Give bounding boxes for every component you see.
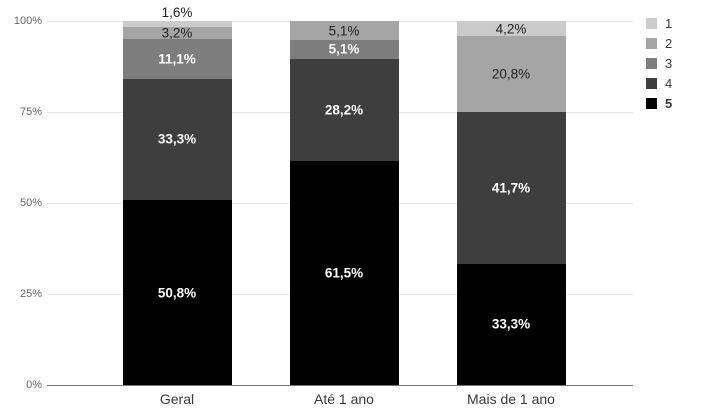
legend-item-5: 5 (646, 93, 672, 113)
y-axis-tick-label: 50% (19, 197, 42, 209)
legend-label: 4 (665, 75, 673, 91)
bar-segment-ate-1-ano-series-4[interactable]: 28,2% (289, 58, 399, 162)
data-label: 28,2% (324, 102, 364, 118)
bar-segment-geral-series-5[interactable]: 50,8% (122, 200, 232, 385)
legend-item-1: 1 (646, 13, 672, 33)
legend-item-4: 4 (646, 73, 672, 93)
legend-swatch-icon (646, 17, 657, 29)
bar-segment-mais-de-1-ano-series-4[interactable]: 41,7% (456, 112, 566, 264)
y-axis-tick-label: 75% (19, 106, 42, 118)
bar-segment-geral-series-3[interactable]: 11,1% (122, 38, 232, 79)
data-label: 4,2% (495, 20, 527, 36)
bar-segment-ate-1-ano-series-2[interactable]: 5,1% (289, 21, 399, 40)
data-label: 5,1% (328, 41, 360, 57)
legend-swatch-icon (646, 77, 657, 89)
data-label: 41,7% (491, 180, 531, 196)
bar-segment-ate-1-ano-series-3[interactable]: 5,1% (289, 39, 399, 59)
x-axis-category-label: Mais de 1 ano (467, 391, 555, 407)
bar-segment-geral-series-2[interactable]: 3,2% (122, 24, 232, 40)
bar-segment-mais-de-1-ano-series-1[interactable]: 4,2% (456, 20, 566, 37)
legend-label: 5 (665, 95, 673, 111)
data-label: 61,5% (324, 265, 364, 281)
bar-segment-mais-de-1-ano-series-5[interactable]: 33,3% (456, 263, 566, 385)
bar-mais-de-1-ano: 4,2% 20,8% 41,7% 33,3% (456, 20, 566, 385)
y-axis-tick-label: 0% (26, 379, 42, 391)
bar-segment-geral-series-1[interactable] (122, 21, 232, 27)
x-axis-category-label: Geral (159, 391, 195, 407)
data-label: 33,3% (491, 316, 531, 332)
bar-geral: 1,6% 3,2% 11,1% 33,3% 50,8% (122, 6, 232, 385)
legend-item-3: 3 (646, 53, 672, 73)
data-label: 1,6% (161, 4, 193, 20)
legend-swatch-icon (646, 97, 657, 109)
bar-segment-mais-de-1-ano-series-2[interactable]: 20,8% (456, 36, 566, 113)
bar-segment-ate-1-ano-series-5[interactable]: 61,5% (289, 161, 399, 385)
y-axis-tick-label: 25% (19, 288, 42, 300)
data-label: 3,2% (161, 24, 193, 40)
data-label: 20,8% (491, 66, 531, 82)
bar-ate-1-ano: 5,1% 5,1% 28,2% 61,5% (289, 21, 399, 385)
legend-label: 1 (665, 15, 673, 31)
legend-item-2: 2 (646, 33, 672, 53)
legend-label: 2 (665, 35, 673, 51)
legend-swatch-icon (646, 57, 657, 69)
data-label: 5,1% (328, 22, 360, 38)
legend-swatch-icon (646, 37, 657, 49)
legend: 1 2 3 4 5 (646, 13, 672, 113)
data-label: 50,8% (157, 284, 197, 300)
legend-label: 3 (665, 55, 673, 71)
data-label: 11,1% (158, 50, 196, 66)
data-label: 33,3% (157, 131, 197, 147)
x-axis-category-label: Até 1 ano (314, 391, 374, 407)
y-axis-tick-label: 100% (13, 15, 42, 27)
x-axis-baseline (47, 385, 633, 386)
bar-segment-geral-series-4[interactable]: 33,3% (122, 78, 232, 201)
